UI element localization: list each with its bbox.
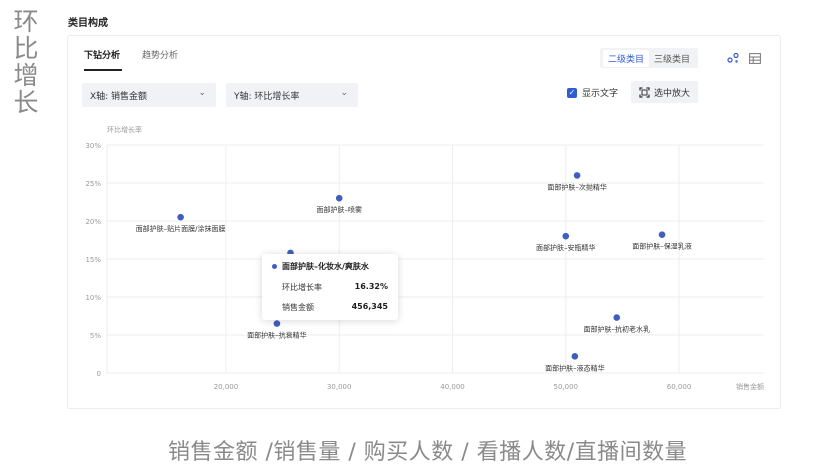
y-tick-label: 20% — [85, 218, 101, 226]
data-point — [273, 320, 281, 327]
y-axis-select[interactable]: Y轴: 环比增长率 ⌄ — [226, 83, 358, 107]
y-tick-label: 15% — [85, 256, 101, 264]
level2-button[interactable]: 二级类目 — [603, 49, 650, 67]
data-point-label: 面部护肤–喷雾 — [316, 205, 362, 214]
tooltip-sales-label: 销售金额 — [282, 303, 314, 312]
tooltip-growth-label: 环比增长率 — [282, 283, 322, 292]
y-tick-label: 10% — [85, 294, 101, 302]
tab-drill-analysis[interactable]: 下钻分析 — [84, 51, 121, 61]
tooltip-growth-value: 16.32% — [354, 282, 388, 291]
y-tick-label: 30% — [85, 142, 101, 150]
x-axis-select-value: X轴: 销售金额 — [90, 91, 148, 102]
scatter-chart: 环比增长率 销售金额 0 5% 10% 15% 20% 25% 30% 20,000 30,0… — [85, 125, 764, 391]
active-tab-underline — [84, 69, 122, 71]
footer-caption: 销售金额 /销售量 / 购买人数 / 看播人数/直播间数量 — [168, 440, 688, 465]
data-point-label: 面部护肤–贴片面膜/涂抹面膜 — [136, 224, 226, 233]
y-tick-label: 0 — [97, 370, 101, 378]
tooltip-title: 面部护肤–化妆水/爽肤水 — [282, 262, 369, 271]
scatter-view-icon[interactable] — [724, 49, 742, 67]
point-labels: 面部护肤–贴片面膜/涂抹面膜面部护肤–喷雾面部护肤–次抛精华面部护肤–安瓶精华面… — [136, 182, 692, 372]
section-title: 类目构成 — [68, 18, 108, 29]
x-tick-label: 20,000 — [214, 383, 239, 391]
x-tick-label: 30,000 — [327, 383, 352, 391]
zoom-selection-button[interactable]: 选中放大 — [631, 81, 699, 103]
point-tooltip: 面部护肤–化妆水/爽肤水 环比增长率 16.32% 销售金额 456,345 — [262, 254, 398, 320]
data-point — [573, 172, 581, 179]
table-view-icon[interactable] — [746, 49, 764, 67]
data-point-label: 面部护肤–安瓶精华 — [536, 243, 596, 252]
x-tick-label: 60,000 — [667, 383, 692, 391]
chevron-down-icon: ⌄ — [340, 88, 348, 98]
data-point — [335, 194, 343, 202]
chart-grid — [106, 144, 764, 374]
data-point-label: 面部护肤–保湿乳液 — [632, 242, 692, 251]
tooltip-dot-icon — [272, 264, 277, 269]
data-point — [658, 231, 666, 238]
data-point — [571, 352, 579, 360]
x-tick-labels: 20,000 30,000 40,000 50,000 60,000 — [214, 383, 692, 391]
level3-button[interactable]: 三级类目 — [654, 54, 691, 65]
checkbox-checked-icon: ✓ — [567, 87, 577, 98]
zoom-label: 选中放大 — [654, 88, 691, 99]
data-point — [177, 213, 184, 221]
chevron-down-icon: ⌄ — [198, 88, 206, 98]
zoom-frame-icon — [639, 86, 650, 98]
x-tick-label: 50,000 — [554, 383, 579, 391]
show-text-label: 显示文字 — [582, 89, 619, 99]
x-axis-title: 销售金额 — [736, 382, 764, 391]
y-tick-labels: 0 5% 10% 15% 20% 25% 30% — [85, 142, 101, 378]
y-tick-label: 25% — [85, 180, 101, 188]
y-axis-select-value: Y轴: 环比增长率 — [234, 91, 300, 102]
tab-trend-analysis[interactable]: 趋势分析 — [142, 51, 179, 61]
data-point — [613, 314, 621, 321]
data-point-label: 面部护肤–次抛精华 — [547, 182, 607, 191]
side-title: 环比增长 — [13, 7, 39, 117]
data-point-label: 面部护肤–抗初老水乳 — [583, 325, 650, 334]
y-axis-title: 环比增长率 — [107, 125, 142, 134]
show-text-checkbox[interactable]: ✓ 显示文字 — [567, 86, 618, 99]
data-point-label: 面部护肤–液态精华 — [545, 363, 605, 372]
data-point-label: 面部护肤–抗衰精华 — [247, 331, 307, 340]
category-level-toggle: 二级类目 三级类目 — [600, 48, 699, 68]
data-point — [562, 232, 570, 240]
x-tick-label: 40,000 — [440, 383, 465, 391]
tooltip-sales-value: 456,345 — [351, 302, 388, 311]
y-tick-label: 5% — [90, 332, 101, 340]
x-axis-select[interactable]: X轴: 销售金额 ⌄ — [82, 83, 216, 107]
data-points — [177, 172, 666, 360]
